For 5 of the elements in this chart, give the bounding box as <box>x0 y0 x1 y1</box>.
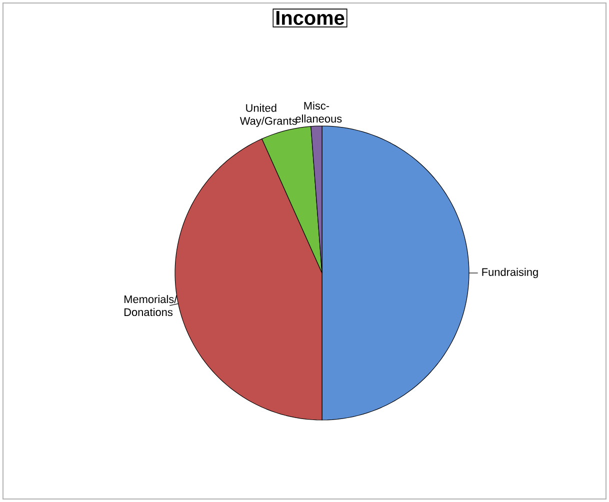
slice-label: Fundraising <box>482 268 538 278</box>
slice-label: United Way/Grants <box>240 104 297 127</box>
chart-title: Income <box>276 11 344 25</box>
slice-label: Misc- ellaneous <box>296 102 342 123</box>
slice-label: Memorials/ Donations <box>124 295 178 316</box>
